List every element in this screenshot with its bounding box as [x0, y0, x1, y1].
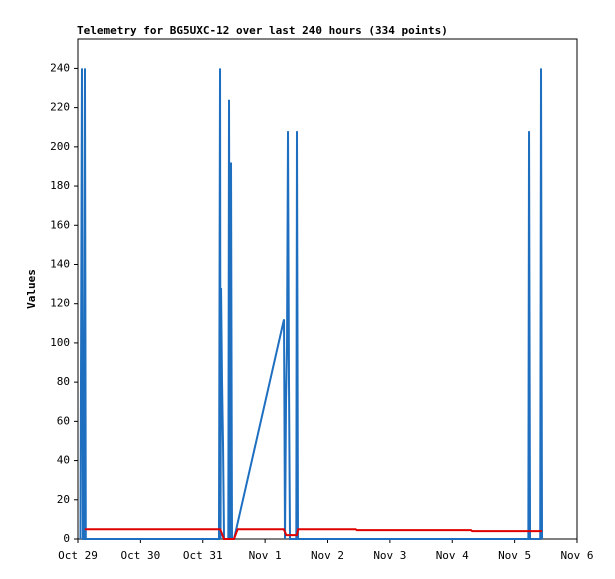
x-tick-label: Oct 31	[183, 549, 223, 562]
y-tick-label: 140	[50, 257, 70, 270]
y-tick-label: 200	[50, 140, 70, 153]
y-tick-label: 220	[50, 101, 70, 114]
chart-title: Telemetry for BG5UXC-12 over last 240 ho…	[77, 24, 448, 37]
x-tick-label: Nov 3	[373, 549, 406, 562]
x-tick-label: Nov 5	[498, 549, 531, 562]
y-tick-label: 20	[57, 493, 70, 506]
y-tick-label: 160	[50, 218, 70, 231]
y-tick-label: 0	[63, 532, 70, 545]
y-tick-label: 80	[57, 375, 70, 388]
plot-frame	[77, 38, 578, 540]
y-tick-label: 100	[50, 336, 70, 349]
series-line	[84, 528, 543, 540]
x-tick-label: Nov 6	[560, 549, 593, 562]
y-tick-label: 60	[57, 414, 70, 427]
series-line	[79, 68, 544, 540]
x-tick-label: Oct 30	[121, 549, 161, 562]
y-tick-label: 120	[50, 297, 70, 310]
y-axis-label: Values	[25, 269, 38, 309]
x-tick-label: Nov 1	[249, 549, 282, 562]
x-tick-label: Nov 4	[436, 549, 469, 562]
x-tick-label: Oct 29	[58, 549, 98, 562]
x-tick-label: Nov 2	[311, 549, 344, 562]
y-tick-label: 240	[50, 61, 70, 74]
y-tick-label: 180	[50, 179, 70, 192]
y-tick-label: 40	[57, 454, 70, 467]
